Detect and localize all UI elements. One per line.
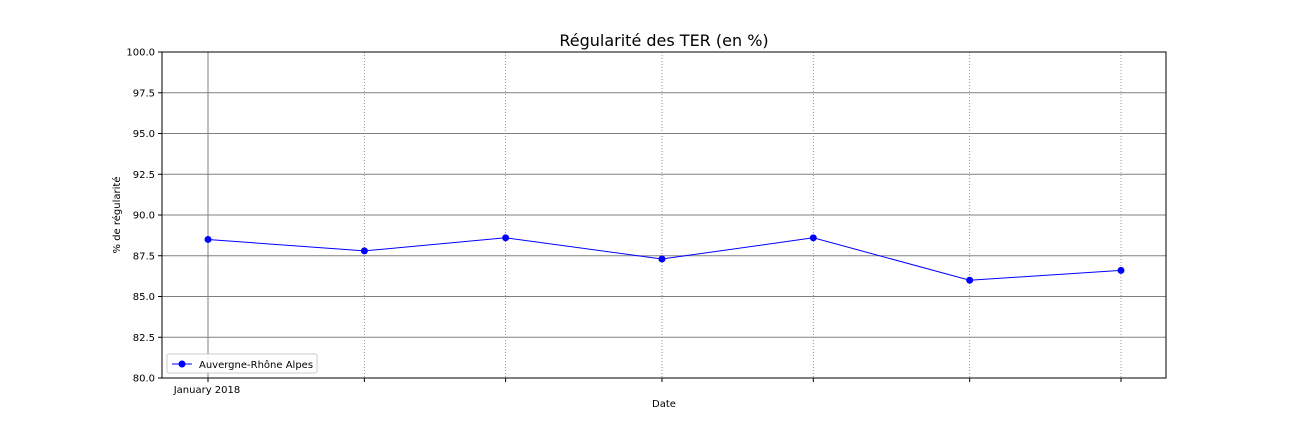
legend-label: Auvergne-Rhône Alpes <box>199 359 313 371</box>
y-tick-label: 82.5 <box>133 333 155 344</box>
data-point <box>809 234 817 242</box>
legend-box <box>166 353 318 374</box>
legend-marker-swatch <box>178 360 186 368</box>
legend: Auvergne-Rhône Alpes <box>166 353 318 374</box>
x-gridlines <box>207 52 1122 378</box>
y-tick-label: 95.0 <box>133 129 155 140</box>
y-axis-ticks: 80.0 82.5 85.0 87.5 90.0 92.5 95.0 97.5 100.0 <box>126 48 162 385</box>
y-axis-label: % de régularité <box>111 177 123 254</box>
data-point <box>658 255 666 263</box>
data-point <box>966 276 974 284</box>
y-tick-label: 100.0 <box>126 48 155 59</box>
y-tick-label: 87.5 <box>133 251 155 262</box>
x-axis-label: Date <box>652 399 676 410</box>
y-tick-label: 90.0 <box>133 211 155 222</box>
y-tick-label: 85.0 <box>133 292 155 303</box>
y-tick-label: 92.5 <box>133 170 155 181</box>
y-gridlines <box>162 51 1166 379</box>
data-point <box>502 234 510 242</box>
y-tick-label: 97.5 <box>133 88 155 99</box>
chart-title: Régularité des TER (en %) <box>559 31 768 50</box>
series-layer <box>204 234 1125 284</box>
data-point <box>360 247 368 255</box>
x-tick-label: January 2018 <box>173 385 241 396</box>
y-tick-label: 80.0 <box>133 374 155 385</box>
data-point <box>1117 266 1125 274</box>
data-point <box>204 235 212 243</box>
x-axis-ticks: January 2018 <box>173 378 1122 396</box>
